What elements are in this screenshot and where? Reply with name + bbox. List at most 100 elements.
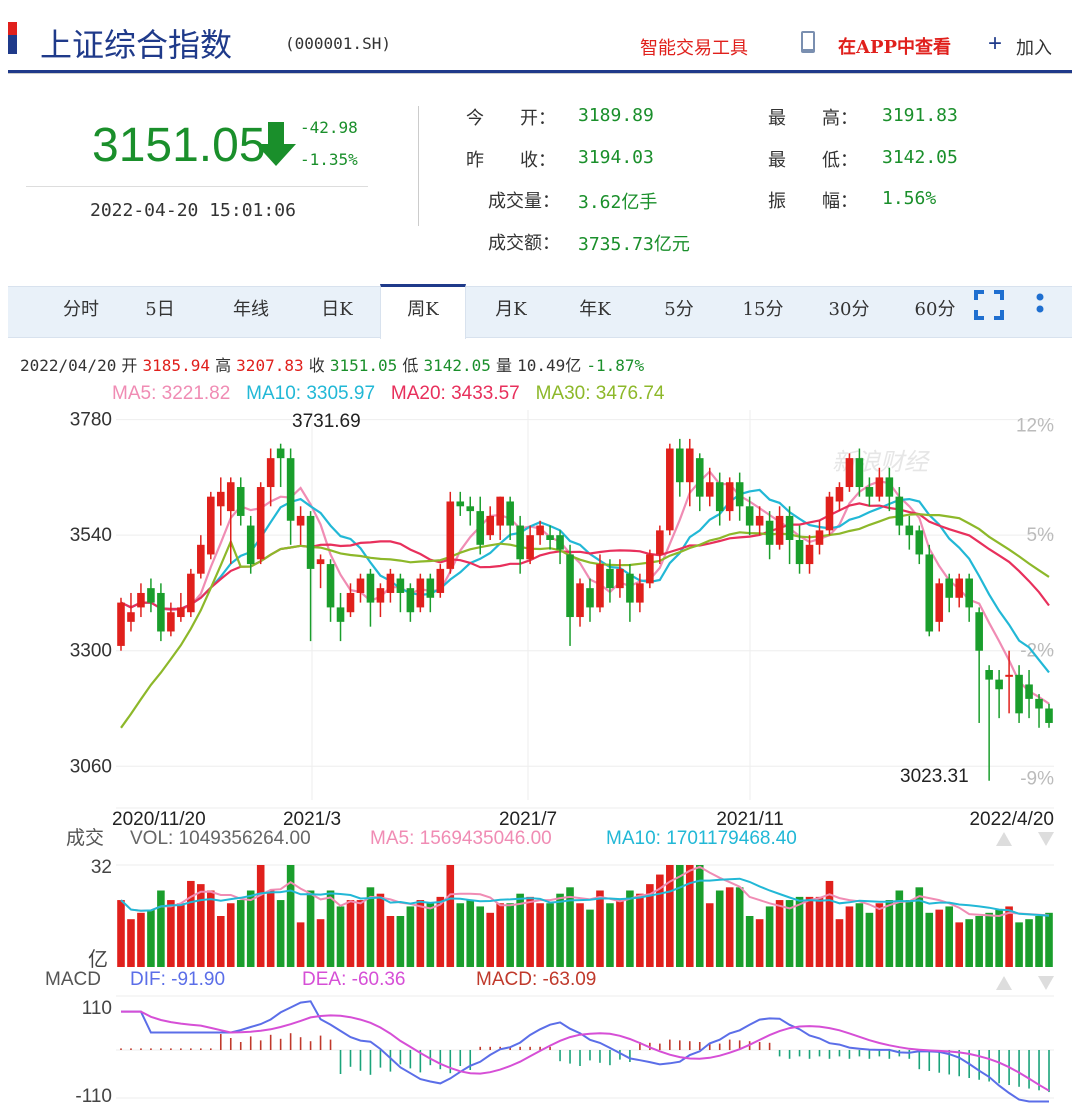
tab-intraday[interactable]: 分时 xyxy=(63,299,99,320)
macd-y-bottom: -110 xyxy=(75,1086,112,1107)
candle-body xyxy=(666,448,674,531)
view-in-app-link[interactable]: 在APP中查看 xyxy=(838,37,952,58)
candle-body xyxy=(376,588,385,603)
volume-bar xyxy=(296,922,305,967)
volume-bar xyxy=(606,903,614,967)
volume-bar xyxy=(336,906,345,967)
tab-5day[interactable]: 5日 xyxy=(145,299,175,320)
candle-body xyxy=(875,477,884,497)
ohlc-close: 3151.05 xyxy=(329,356,398,375)
candle-body xyxy=(286,458,295,521)
volume-bar xyxy=(715,890,724,967)
macd-value: MACD: -63.09 xyxy=(476,969,596,990)
candle-body xyxy=(935,583,944,622)
ohlc-low-label: 低 xyxy=(402,356,419,375)
macd-dif: DIF: -91.90 xyxy=(130,969,225,990)
scroll-down-icon xyxy=(1038,976,1054,990)
ma10-legend: MA10: 3305.97 xyxy=(246,383,376,404)
candle-body xyxy=(656,530,664,555)
fullscreen-icon[interactable] xyxy=(974,290,1004,320)
candle-body xyxy=(895,496,904,526)
tab-weekly-k[interactable]: 周K xyxy=(380,284,466,339)
volume-bar xyxy=(845,906,854,967)
candle-body xyxy=(905,525,914,536)
volume-bar xyxy=(516,893,524,967)
macd-dif-line xyxy=(121,1000,1049,1103)
volume-bar xyxy=(885,900,894,967)
volume-bar xyxy=(646,884,654,967)
volume-value: 3.62亿手 xyxy=(578,192,658,213)
volume-bar xyxy=(356,900,365,967)
volume-ma5: MA5: 1569435046.00 xyxy=(370,828,552,849)
candle-body xyxy=(715,482,724,512)
candle-body xyxy=(306,515,315,569)
candle-body xyxy=(177,607,185,618)
candle-body xyxy=(296,515,305,526)
tab-15min[interactable]: 15分 xyxy=(742,299,784,320)
tab-5min[interactable]: 5分 xyxy=(664,299,694,320)
high-value: 3191.83 xyxy=(882,105,958,126)
tab-30min[interactable]: 30分 xyxy=(828,299,870,320)
volume-bar xyxy=(306,890,315,967)
volume-unit: 亿 xyxy=(88,948,108,971)
candle-body xyxy=(476,511,485,545)
candle-body xyxy=(117,602,125,646)
candle-body xyxy=(995,679,1003,690)
candle-body xyxy=(596,564,604,608)
stock-code: (000001.SH) xyxy=(285,34,391,53)
volume-bar xyxy=(725,887,734,967)
volume-bar xyxy=(805,896,814,967)
candle-body xyxy=(885,477,894,497)
volume-bar xyxy=(995,909,1003,967)
volume-ma5-line xyxy=(120,865,1050,918)
volume-ma-lines xyxy=(120,865,1050,918)
x-tick-label: 2022/4/20 xyxy=(969,809,1054,830)
candle-body xyxy=(1005,674,1013,677)
ohlc-open-label: 开 xyxy=(121,356,138,375)
volume-bar xyxy=(446,865,455,967)
volume-bar xyxy=(626,890,634,967)
tab-60min[interactable]: 60分 xyxy=(914,299,956,320)
smart-trading-tool-link[interactable]: 智能交易工具 xyxy=(640,38,748,59)
volume-bar xyxy=(825,880,834,967)
candle-body xyxy=(197,544,205,574)
tab-monthly-k[interactable]: 月K xyxy=(495,299,527,320)
volume-bar xyxy=(436,896,445,967)
volume-bar xyxy=(396,916,405,967)
candle-body xyxy=(516,525,524,560)
add-watchlist-button[interactable]: 加入 xyxy=(1016,38,1052,59)
phone-icon[interactable] xyxy=(800,30,816,54)
candle-body xyxy=(915,530,924,555)
volume-ma10-line xyxy=(120,877,1050,917)
tab-year-line[interactable]: 年线 xyxy=(233,299,269,320)
candle-body xyxy=(157,592,165,632)
volume-label: 成交量： xyxy=(488,191,560,212)
ma10-line xyxy=(120,488,1050,674)
tab-yearly-k[interactable]: 年K xyxy=(579,299,611,320)
ma20-legend: MA20: 3433.57 xyxy=(390,383,520,404)
candle-body xyxy=(775,515,784,545)
candle-body xyxy=(416,578,425,608)
amount-label: 成交额： xyxy=(488,233,560,254)
macd-dea-line xyxy=(121,1010,1050,1092)
candle-body xyxy=(326,564,335,608)
volume-bar xyxy=(576,903,584,967)
tab-daily-k[interactable]: 日K xyxy=(321,299,353,320)
candle-body xyxy=(386,573,395,593)
volume-bar xyxy=(865,912,874,967)
candle-body xyxy=(845,458,854,488)
volume-bar xyxy=(366,887,375,967)
candle-body xyxy=(236,487,245,516)
candle-body xyxy=(566,554,574,618)
volume-bar xyxy=(496,903,504,967)
candle-body xyxy=(1015,674,1023,714)
plus-icon[interactable]: + xyxy=(988,30,1003,57)
x-tick-label: 2021/7 xyxy=(499,809,557,830)
candle-body xyxy=(745,506,754,526)
macd-dea: DEA: -60.36 xyxy=(302,969,406,990)
ohlc-pct: -1.87% xyxy=(586,356,645,375)
low-label: 最 低： xyxy=(768,150,858,171)
volume-bar xyxy=(1035,916,1043,967)
more-options-icon[interactable] xyxy=(1034,292,1046,326)
